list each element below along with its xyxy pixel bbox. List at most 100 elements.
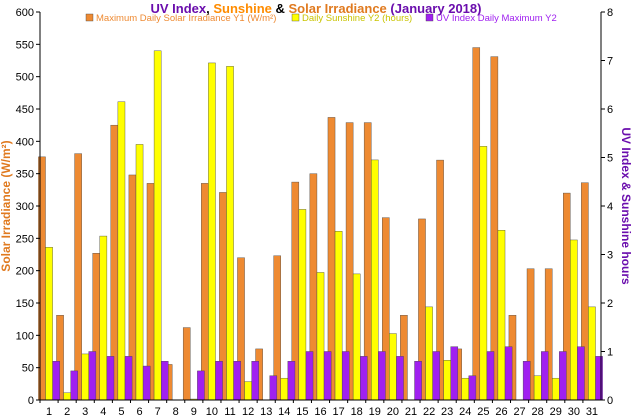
x-tick-label-14: 14	[278, 406, 290, 418]
y-right-tick-label: 1	[607, 347, 613, 359]
bar-series-1-day-25	[472, 47, 481, 401]
y-left-tick-label: 200	[16, 266, 34, 278]
y-left-tick-label: 0	[28, 395, 34, 407]
x-tick-label-5: 5	[118, 406, 124, 418]
legend-item-3: UV Index Daily Maximum Y2	[425, 13, 557, 24]
bar-series-3-day-2	[70, 370, 78, 401]
bar-series-2-day-20	[389, 333, 397, 401]
y-left-tick-label: 350	[16, 169, 34, 181]
x-tick-label-23: 23	[441, 406, 453, 418]
bar-series-2-day-3	[81, 353, 89, 401]
legend-item-2: Daily Sunshine Y2 (hours)	[291, 13, 412, 24]
bar-series-2-day-17	[334, 231, 343, 401]
bar-series-2-day-11	[226, 66, 234, 401]
x-tick-label-31: 31	[586, 406, 598, 418]
y-right-tick-label: 2	[607, 298, 613, 310]
x-tick-label-18: 18	[351, 406, 363, 418]
bar-series-2-day-18	[352, 273, 361, 401]
x-tick-label-1: 1	[46, 406, 52, 418]
x-tick-label-10: 10	[206, 406, 218, 418]
x-tick-label-25: 25	[477, 406, 489, 418]
bar-series-3-day-30	[577, 346, 585, 401]
x-tick-label-3: 3	[82, 406, 88, 418]
bar-series-2-day-26	[497, 230, 506, 401]
y-left-tick-label: 450	[16, 104, 34, 116]
bar-series-2-day-6	[135, 144, 144, 401]
bar-series-1-day-26	[490, 56, 499, 401]
bar-series-3-day-1	[52, 361, 60, 401]
bar-series-2-day-12	[244, 381, 252, 401]
legend-swatch	[291, 13, 300, 22]
bar-series-3-day-3	[88, 351, 97, 401]
legend: Maximum Daily Solar Irradiance Y1 (W/m²)…	[85, 13, 557, 24]
bar-series-2-day-10	[208, 62, 216, 401]
bar-series-1-day-1	[38, 156, 46, 401]
y-right-tick-label: 7	[607, 56, 613, 68]
x-tick-label-12: 12	[242, 406, 254, 418]
bar-series-2-day-15	[298, 209, 307, 401]
bar-series-3-day-18	[360, 356, 368, 401]
chart-title: UV Index, Sunshine & Solar Irradiance (J…	[151, 1, 482, 16]
x-tick-label-30: 30	[568, 406, 580, 418]
bar-series-3-day-11	[233, 361, 241, 401]
y-left-tick-label: 500	[16, 72, 34, 84]
bar-series-2-day-25	[479, 146, 488, 401]
y-left-tick-label: 550	[16, 39, 34, 51]
bar-series-2-day-19	[371, 159, 379, 401]
x-tick-label-22: 22	[423, 406, 435, 418]
bar-series-3-day-15	[305, 351, 314, 401]
y-left-tick-label: 400	[16, 136, 34, 148]
bar-series-3-day-13	[269, 375, 278, 401]
bar-series-3-day-26	[504, 346, 513, 401]
bar-series-2-day-24	[461, 377, 470, 401]
title-uv-index: UV Index	[151, 1, 207, 16]
bar-series-2-day-23	[443, 360, 451, 401]
legend-label: Daily Sunshine Y2 (hours)	[302, 13, 412, 24]
y-left-tick-label: 50	[22, 363, 34, 375]
bar-series-3-day-4	[106, 356, 115, 401]
y-right-tick-label: 0	[607, 395, 613, 407]
x-tick-label-4: 4	[100, 406, 106, 418]
bar-series-3-day-24	[468, 375, 477, 401]
bar-series-1-day-9	[182, 327, 191, 401]
x-tick-label-2: 2	[64, 406, 70, 418]
y-left-tick-label: 100	[16, 330, 34, 342]
y-right-tick-label: 5	[607, 153, 613, 165]
bar-series-3-day-7	[160, 361, 169, 401]
bar-series-3-day-14	[287, 361, 296, 401]
title-sunshine: Sunshine	[213, 1, 272, 16]
y-axis-right-label: UV Index & Sunshine hours	[619, 127, 633, 285]
y-axis-left-label: Solar Irradiance (W/m²)	[0, 140, 13, 271]
bar-series-3-day-23	[450, 346, 459, 401]
title-sep-1: ,	[206, 1, 213, 16]
y-right-tick-label: 4	[607, 201, 613, 213]
bar-series-2-day-22	[425, 306, 433, 401]
x-tick-label-6: 6	[136, 406, 142, 418]
x-tick-label-11: 11	[224, 406, 235, 418]
bar-series-3-day-31	[595, 356, 603, 401]
y-left-tick-label: 150	[16, 298, 34, 310]
x-tick-label-8: 8	[173, 406, 179, 418]
bar-series-3-day-25	[486, 351, 495, 401]
bar-series-3-day-29	[559, 351, 567, 401]
legend-swatch	[425, 13, 434, 22]
bar-series-2-day-1	[45, 247, 53, 401]
bar-series-2-day-29	[552, 377, 560, 401]
bar-series-2-day-2	[63, 392, 71, 401]
bar-series-3-day-27	[522, 361, 531, 401]
bar-series-3-day-9	[197, 370, 205, 401]
legend-label: Maximum Daily Solar Irradiance Y1 (W/m²)	[96, 13, 276, 24]
x-tick-label-29: 29	[550, 406, 562, 418]
bar-series-2-day-30	[570, 239, 578, 401]
y-right-tick-label: 3	[607, 250, 613, 262]
x-tick-label-28: 28	[532, 406, 544, 418]
x-tick-label-24: 24	[459, 406, 471, 418]
y-left-tick-label: 600	[16, 7, 34, 19]
bar-series-3-day-5	[124, 356, 133, 401]
bar-series-2-day-28	[533, 375, 542, 401]
x-tick-label-27: 27	[513, 406, 525, 418]
bar-series-2-day-4	[99, 235, 108, 401]
bar-series-3-day-12	[251, 361, 259, 401]
bar-series-3-day-19	[378, 351, 386, 401]
title-solar-irradiance: Solar Irradiance	[289, 1, 387, 16]
